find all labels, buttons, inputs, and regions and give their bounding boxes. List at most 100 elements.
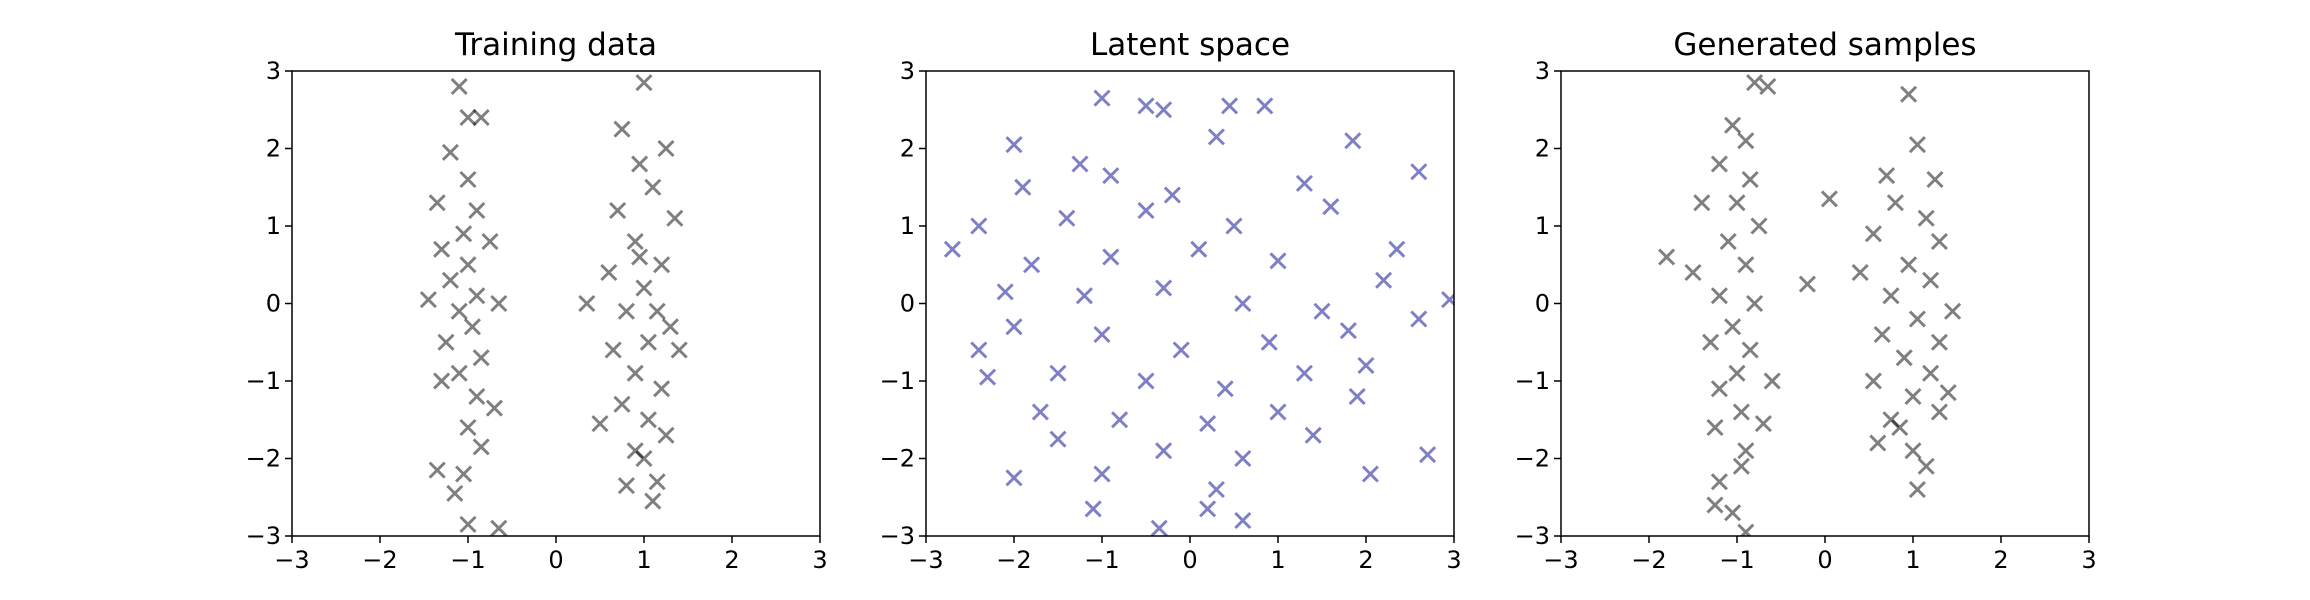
point: [1093, 89, 1111, 107]
x-tick-label: 0: [1182, 546, 1197, 574]
point: [1234, 511, 1252, 530]
point: [1137, 201, 1155, 220]
y-tick-label: 2: [900, 135, 915, 163]
point: [1419, 446, 1437, 464]
point: [613, 395, 631, 413]
point: [1058, 209, 1076, 227]
point: [428, 194, 446, 212]
point: [1895, 349, 1913, 367]
point: [468, 387, 486, 406]
point: [1269, 252, 1287, 270]
y-tick-label: −1: [1515, 367, 1550, 395]
y-tick-label: 3: [266, 57, 281, 85]
point: [970, 217, 988, 235]
x-tick-label: 3: [2081, 546, 2096, 574]
subplot: Training data −3 −2 −1 0 1 2 3 −3 −2 −1 0 1 2 3: [246, 27, 828, 574]
y-tick-label: 2: [266, 135, 281, 163]
y-tick-label: 0: [1535, 290, 1550, 318]
point: [1724, 116, 1742, 134]
y-tick-label: −2: [246, 445, 281, 473]
point: [1155, 101, 1173, 119]
point: [1313, 302, 1331, 320]
y-tick-label: 3: [1535, 57, 1550, 85]
point: [1031, 403, 1049, 421]
point: [1693, 194, 1711, 212]
point: [472, 108, 490, 127]
point: [1348, 387, 1366, 406]
point: [1917, 457, 1935, 475]
x-tick-label: 1: [1270, 546, 1285, 574]
y-tick-label: −3: [246, 522, 281, 550]
point: [463, 318, 481, 336]
point: [1005, 469, 1023, 487]
point: [1820, 190, 1838, 208]
point: [1137, 372, 1155, 390]
point: [1728, 194, 1746, 212]
point: [639, 411, 657, 429]
point: [661, 318, 679, 336]
point: [1304, 426, 1322, 444]
x-tick-label: 2: [1993, 546, 2008, 574]
point: [1917, 209, 1935, 227]
subplot-title: Generated samples: [1673, 27, 1976, 63]
point: [1207, 480, 1225, 499]
points: [419, 74, 688, 536]
point: [1005, 136, 1023, 154]
point: [468, 201, 486, 220]
point: [1410, 163, 1428, 181]
axes-frame: [925, 70, 1455, 537]
point: [979, 368, 997, 386]
x-tick-label: 2: [1358, 546, 1373, 574]
subplot: Generated samples −3 −2 −1 0 1 2 3 −3 −2 −1 0 1 2 3: [1515, 27, 2097, 574]
point: [613, 120, 631, 138]
point: [459, 256, 477, 274]
y-tick-label: −3: [1515, 522, 1550, 550]
point: [1724, 504, 1742, 522]
point: [1746, 294, 1764, 313]
point: [1710, 155, 1728, 173]
point: [1207, 128, 1225, 146]
point: [1023, 256, 1041, 274]
point: [1710, 287, 1728, 305]
point: [635, 279, 653, 297]
point: [446, 484, 464, 502]
point: [1732, 457, 1750, 475]
point: [1882, 287, 1900, 305]
point: [1190, 240, 1208, 258]
point: [1344, 132, 1362, 150]
point: [1322, 198, 1340, 216]
point: [1339, 322, 1357, 340]
point: [459, 515, 477, 533]
point: [1388, 240, 1406, 258]
point: [1908, 136, 1926, 154]
point: [1763, 372, 1781, 390]
y-tick-label: −2: [1515, 445, 1550, 473]
point: [591, 415, 609, 433]
point: [1904, 387, 1922, 406]
y-tick-label: −1: [246, 367, 281, 395]
point: [1926, 170, 1944, 189]
point: [1900, 256, 1918, 274]
point: [455, 465, 473, 483]
points: [1658, 74, 1962, 536]
point: [1075, 287, 1093, 305]
point: [648, 473, 666, 491]
point: [635, 449, 653, 468]
point: [1930, 232, 1948, 251]
point: [1684, 263, 1702, 282]
x-tick-label: 0: [548, 546, 563, 574]
point: [1155, 279, 1173, 297]
point: [1864, 372, 1882, 390]
point: [450, 302, 468, 320]
point: [635, 74, 653, 92]
y-tick-label: 1: [266, 212, 281, 240]
x-tick-label: 1: [1905, 546, 1920, 574]
point: [1155, 442, 1173, 460]
point: [1741, 341, 1759, 359]
point: [419, 291, 437, 309]
point: [428, 461, 446, 479]
point: [1014, 178, 1032, 196]
point: [1886, 194, 1904, 212]
point: [1706, 418, 1724, 437]
